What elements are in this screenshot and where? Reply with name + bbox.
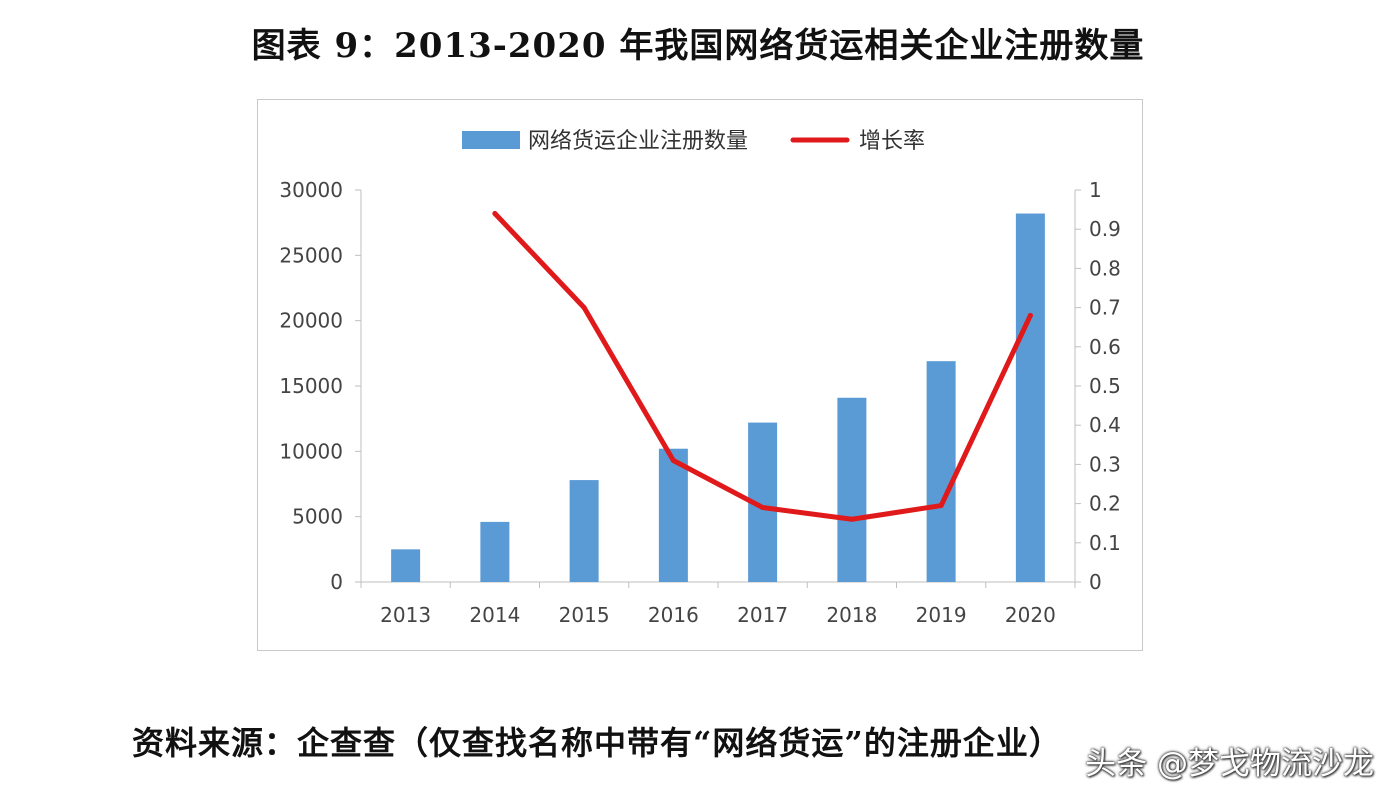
left-tick-label: 15000 [279,374,343,398]
left-tick-label: 30000 [279,178,343,202]
source-note: 资料来源：企查查（仅查找名称中带有“网络货运”的注册企业） [132,724,1062,762]
combo-chart: 0 5000 10000 15000 20000 25000 30000 0 0.1 0.2 0.3… [279,129,1121,627]
left-tick-label: 20000 [279,309,343,333]
growth-rate-point [492,211,498,217]
right-tick-label: 1 [1089,178,1102,202]
right-tick-label: 0.4 [1089,413,1121,437]
left-tick-label: 10000 [279,439,343,463]
bar [569,480,599,582]
left-tick-label: 25000 [279,243,343,267]
bar [480,521,510,582]
growth-rate-point [581,305,587,311]
watermark: 头条 @梦戈物流沙龙 [1085,746,1374,782]
growth-rate-point [1027,312,1033,318]
growth-rate-point [938,503,944,509]
legend-bar-swatch [462,131,520,149]
x-tick-label: 2017 [737,603,788,627]
right-tick-label: 0.1 [1089,531,1121,555]
left-tick-label: 0 [330,570,343,594]
bar [926,361,956,582]
x-tick-label: 2014 [469,603,520,627]
right-tick-label: 0.6 [1089,335,1121,359]
x-tick-label: 2016 [648,603,699,627]
right-tick-label: 0.8 [1089,256,1121,280]
x-tick-label: 2020 [1005,603,1056,627]
growth-rate-point [849,516,855,522]
bar [837,397,867,582]
x-tick-label: 2018 [826,603,877,627]
page-title: 图表 9：2013-2020 年我国网络货运相关企业注册数量 [251,26,1145,66]
legend-line-label: 增长率 [859,129,925,154]
growth-rate-point [670,457,676,463]
right-tick-label: 0.7 [1089,296,1121,320]
left-tick-label: 5000 [292,505,343,529]
growth-rate-point [760,505,766,511]
x-tick-label: 2013 [380,603,431,627]
chart-frame: 0 5000 10000 15000 20000 25000 30000 0 0.1 0.2 0.3… [257,99,1143,651]
x-tick-label: 2019 [916,603,967,627]
bar [658,448,688,582]
right-tick-label: 0.2 [1089,492,1121,516]
bar [1015,213,1045,582]
legend-bar-label: 网络货运企业注册数量 [528,129,748,154]
right-tick-label: 0 [1089,570,1102,594]
right-tick-label: 0.3 [1089,452,1121,476]
bar [391,549,421,582]
right-tick-label: 0.5 [1089,374,1121,398]
right-tick-label: 0.9 [1089,217,1121,241]
x-tick-label: 2015 [559,603,610,627]
